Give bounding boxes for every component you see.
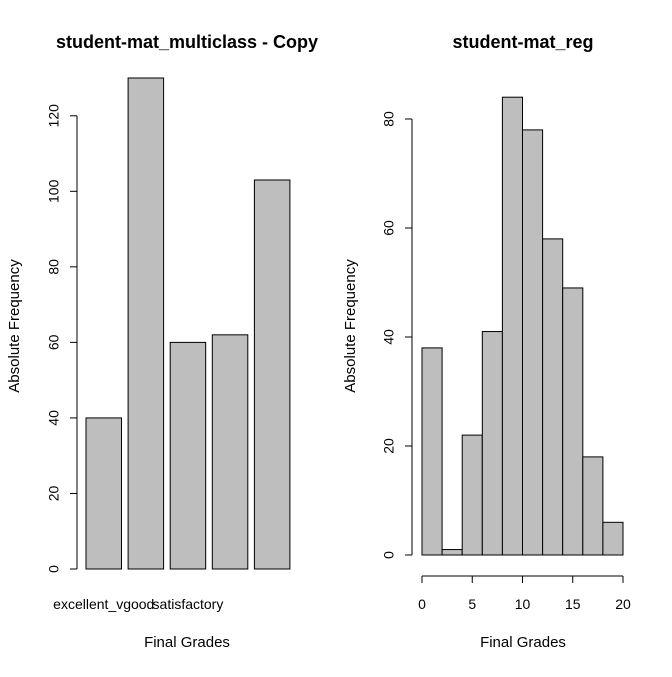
left-y-tick-label-6: 120 <box>46 104 62 128</box>
left-y-tick-label-4: 80 <box>46 259 62 275</box>
right-x-tick-label-2: 10 <box>515 596 531 612</box>
right-bar-3 <box>481 331 503 556</box>
right-bar-0 <box>421 347 443 556</box>
right-bar-2 <box>461 434 483 556</box>
left-bar-0 <box>85 417 122 570</box>
right-bar-9 <box>602 521 624 556</box>
left-y-tick-label-5: 100 <box>46 179 62 203</box>
right-x-tick-label-0: 0 <box>418 596 426 612</box>
right-plot-area: 0 5 10 15 20 0 20 40 60 80 <box>381 96 631 612</box>
left-bar-3 <box>211 334 249 570</box>
right-bar-1 <box>441 549 463 556</box>
left-x-axis-label: Final Grades <box>144 634 230 651</box>
right-y-tick-label-4: 80 <box>381 111 397 127</box>
left-x-tick-label-2: satisfactory <box>153 596 224 612</box>
right-bar-4 <box>501 96 523 556</box>
right-bar-8 <box>582 456 604 556</box>
right-y-tick-label-1: 20 <box>381 438 397 454</box>
right-x-axis-label: Final Grades <box>480 634 566 651</box>
right-y-tick-label-2: 40 <box>381 329 397 345</box>
left-y-tick-label-1: 20 <box>46 485 62 501</box>
right-chart-title: student-mat_reg <box>452 32 593 52</box>
left-bar-2 <box>169 341 207 570</box>
left-y-tick-label-2: 40 <box>46 410 62 426</box>
right-x-tick-label-1: 5 <box>468 596 476 612</box>
left-bar-1 <box>127 77 165 570</box>
right-bar-7 <box>562 287 584 556</box>
right-bar-5 <box>522 129 544 556</box>
right-x-tick-label-4: 20 <box>615 596 631 612</box>
right-y-axis-label: Absolute Frequency <box>342 259 359 393</box>
left-y-axis-label: Absolute Frequency <box>6 259 23 393</box>
right-bar-6 <box>542 238 564 556</box>
left-y-tick-label-3: 60 <box>46 334 62 350</box>
left-bar-4 <box>253 179 291 570</box>
right-y-tick-label-3: 60 <box>381 220 397 236</box>
right-y-tick-label-0: 0 <box>381 551 397 559</box>
right-x-tick-label-3: 15 <box>565 596 581 612</box>
left-x-tick-label-0: excellent_vgood <box>53 596 154 612</box>
left-chart-title: student-mat_multiclass - Copy <box>56 32 318 52</box>
left-y-tick-label-0: 0 <box>46 565 62 573</box>
